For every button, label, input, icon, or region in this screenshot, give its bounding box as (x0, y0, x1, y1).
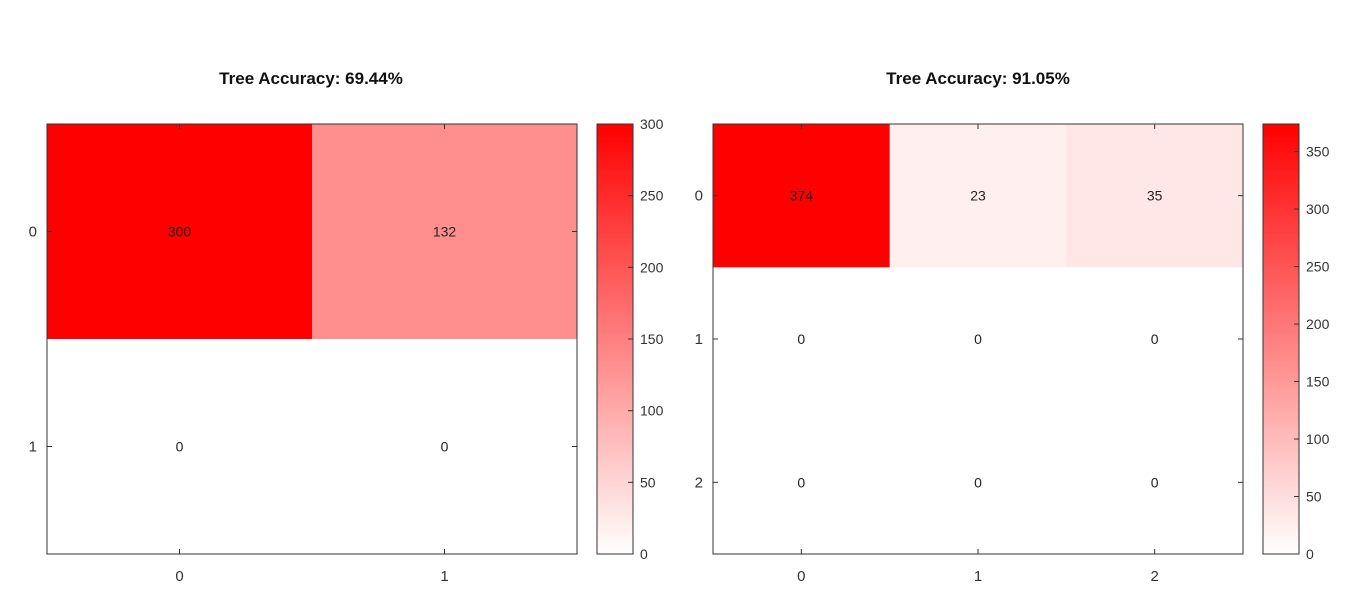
colorbar-tick-label: 350 (1306, 144, 1330, 160)
cell-value-label: 0 (797, 331, 805, 347)
cell-value-label: 0 (176, 439, 184, 455)
cell-value-label: 0 (974, 331, 982, 347)
colorbar-tick-label: 200 (640, 259, 664, 275)
axes-frame (46, 123, 578, 555)
cell-value-label: 0 (1151, 331, 1159, 347)
colorbar-tick-label: 50 (1306, 489, 1322, 505)
heatmap-cell (889, 410, 1067, 555)
heatmap-cell (1066, 410, 1244, 555)
cell-value-label: 0 (974, 474, 982, 490)
colorbar-tick-label: 250 (1306, 259, 1330, 275)
colorbar (1263, 124, 1299, 554)
cell-value-label: 132 (433, 224, 457, 240)
colorbar-tick-label: 150 (640, 331, 664, 347)
y-tick-label: 1 (695, 331, 703, 348)
y-tick-label: 1 (29, 439, 37, 456)
y-tick-label: 0 (695, 188, 703, 205)
heatmap-cell (713, 410, 891, 555)
y-tick-label: 2 (695, 474, 703, 491)
heatmap-cell (1066, 267, 1244, 412)
cell-value-label: 35 (1147, 188, 1163, 204)
chart-title: Tree Accuracy: 69.44% (219, 69, 403, 88)
x-tick-label: 0 (175, 568, 183, 585)
colorbar-tick-label: 0 (640, 546, 648, 562)
y-tick-label: 0 (29, 224, 37, 241)
heatmap-cell (47, 339, 313, 555)
cell-value-label: 0 (441, 439, 449, 455)
colorbar-tick-label: 100 (640, 403, 664, 419)
colorbar-frame (1262, 123, 1300, 555)
colorbar-tick-label: 200 (1306, 316, 1330, 332)
heatmap-chart-right: Tree Accuracy: 91.05% 374 23 350 0 00 0 00 1 201… (695, 69, 1330, 585)
colorbar-tick-label: 300 (1306, 201, 1330, 217)
heatmap-cell (713, 267, 891, 412)
x-tick-label: 0 (797, 568, 805, 585)
colorbar (597, 124, 633, 554)
colorbar-tick-label: 250 (640, 188, 664, 204)
colorbar-tick-label: 100 (1306, 431, 1330, 447)
heatmap-cell (889, 124, 1067, 268)
chart-title: Tree Accuracy: 91.05% (886, 69, 1070, 88)
cell-value-label: 300 (168, 224, 192, 240)
x-tick-label: 1 (440, 568, 448, 585)
x-tick-label: 1 (974, 568, 982, 585)
cell-value-label: 374 (790, 188, 814, 204)
heatmap-cell (889, 267, 1067, 412)
x-tick-label: 2 (1150, 568, 1158, 585)
colorbar-tick-label: 50 (640, 474, 656, 490)
colorbar-tick-label: 0 (1306, 546, 1314, 562)
heatmap-chart-left: Tree Accuracy: 69.44% 300 132 0 0 0 1 0 1 0 50 100… (29, 69, 664, 585)
cell-value-label: 0 (797, 474, 805, 490)
cell-value-label: 0 (1151, 474, 1159, 490)
heatmap-cell (312, 339, 578, 555)
heatmap-cell (713, 124, 891, 268)
heatmap-cell (47, 124, 313, 340)
heatmap-cell (312, 124, 578, 340)
cell-value-label: 23 (970, 188, 986, 204)
colorbar-tick-label: 150 (1306, 374, 1330, 390)
colorbar-tick-label: 300 (640, 116, 664, 132)
heatmap-cell (1066, 124, 1244, 268)
